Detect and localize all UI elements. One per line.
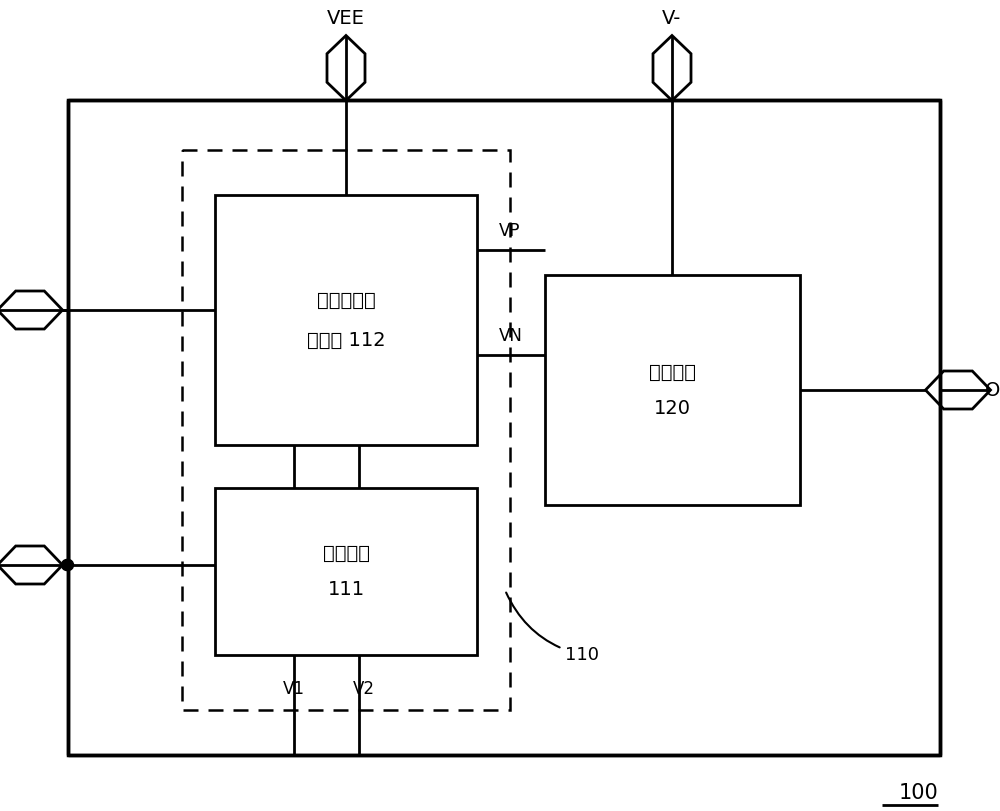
Circle shape — [62, 560, 72, 570]
Bar — [68, 100, 940, 755]
Text: 内部电源产: 内部电源产 — [317, 290, 375, 310]
Bar — [182, 150, 510, 710]
Bar — [545, 275, 800, 505]
Text: VN: VN — [499, 327, 523, 345]
Bar — [215, 488, 477, 655]
Text: V1: V1 — [283, 680, 305, 698]
Text: VEE: VEE — [327, 8, 365, 28]
Text: V-: V- — [662, 8, 682, 28]
Text: VP: VP — [499, 222, 520, 240]
Text: 110: 110 — [506, 593, 599, 664]
Text: 111: 111 — [327, 580, 365, 599]
Text: V2: V2 — [353, 680, 375, 698]
Text: 内部电路: 内部电路 — [649, 363, 696, 381]
Text: 100: 100 — [898, 783, 938, 803]
Text: OUT: OUT — [985, 380, 1000, 400]
Circle shape — [62, 560, 74, 570]
Text: 生单元 112: 生单元 112 — [307, 331, 385, 350]
Text: 120: 120 — [654, 398, 691, 418]
Text: VDD: VDD — [0, 301, 2, 320]
Bar — [215, 195, 477, 445]
Text: 比较单元: 比较单元 — [322, 544, 370, 563]
